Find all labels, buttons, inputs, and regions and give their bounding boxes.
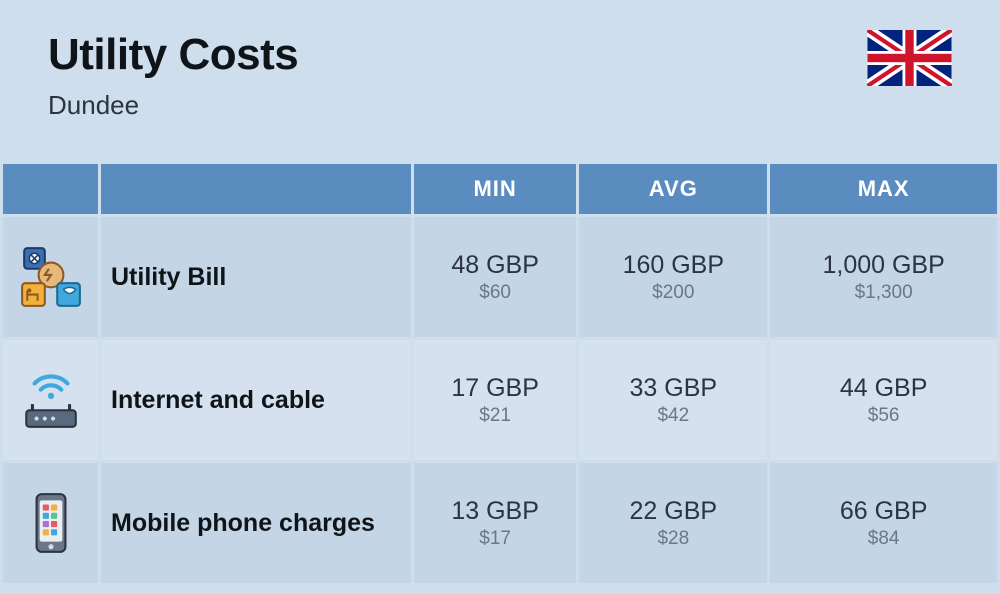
- cell-avg: 160 GBP $200: [579, 217, 767, 337]
- header-blank-label: [101, 164, 411, 214]
- row-label: Internet and cable: [101, 340, 411, 460]
- value-secondary: $28: [657, 528, 689, 550]
- cell-max: 1,000 GBP $1,300: [770, 217, 997, 337]
- value-primary: 22 GBP: [630, 497, 718, 526]
- value-secondary: $42: [657, 405, 689, 427]
- value-primary: 160 GBP: [623, 251, 724, 280]
- table-row: Internet and cable 17 GBP $21 33 GBP $42…: [3, 340, 997, 460]
- utility-bill-icon: [3, 217, 98, 337]
- page-header: Utility Costs Dundee: [0, 0, 1000, 161]
- header-max: MAX: [770, 164, 997, 214]
- cell-avg: 22 GBP $28: [579, 463, 767, 583]
- value-secondary: $21: [479, 405, 511, 427]
- cell-min: 17 GBP $21: [414, 340, 576, 460]
- table-header-row: MIN AVG MAX: [3, 164, 997, 214]
- value-primary: 1,000 GBP: [822, 251, 944, 280]
- smartphone-icon: [3, 463, 98, 583]
- value-secondary: $200: [652, 282, 694, 304]
- page-title: Utility Costs: [48, 30, 952, 80]
- cell-min: 13 GBP $17: [414, 463, 576, 583]
- cell-max: 44 GBP $56: [770, 340, 997, 460]
- value-primary: 17 GBP: [451, 374, 539, 403]
- header-avg: AVG: [579, 164, 767, 214]
- value-primary: 13 GBP: [451, 497, 539, 526]
- page-subtitle: Dundee: [48, 90, 952, 121]
- table-row: Utility Bill 48 GBP $60 160 GBP $200 1,0…: [3, 217, 997, 337]
- cell-avg: 33 GBP $42: [579, 340, 767, 460]
- value-secondary: $60: [479, 282, 511, 304]
- router-icon: [3, 340, 98, 460]
- value-secondary: $56: [868, 405, 900, 427]
- row-label: Mobile phone charges: [101, 463, 411, 583]
- value-primary: 48 GBP: [451, 251, 539, 280]
- cell-min: 48 GBP $60: [414, 217, 576, 337]
- value-secondary: $84: [868, 528, 900, 550]
- value-secondary: $1,300: [855, 282, 913, 304]
- row-label: Utility Bill: [101, 217, 411, 337]
- uk-flag-icon: [867, 30, 952, 86]
- table-row: Mobile phone charges 13 GBP $17 22 GBP $…: [3, 463, 997, 583]
- header-blank-icon: [3, 164, 98, 214]
- value-secondary: $17: [479, 528, 511, 550]
- value-primary: 33 GBP: [630, 374, 718, 403]
- header-min: MIN: [414, 164, 576, 214]
- cell-max: 66 GBP $84: [770, 463, 997, 583]
- utility-costs-table: MIN AVG MAX Utility Bill: [0, 161, 1000, 586]
- value-primary: 66 GBP: [840, 497, 928, 526]
- value-primary: 44 GBP: [840, 374, 928, 403]
